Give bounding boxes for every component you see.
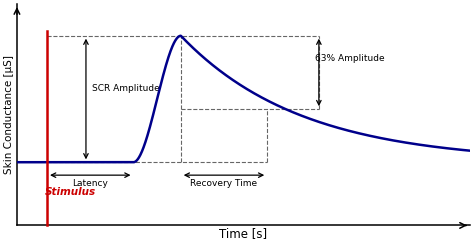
Text: 63% Amplitude: 63% Amplitude: [315, 53, 384, 62]
Text: Stimulus: Stimulus: [45, 187, 96, 197]
Text: Recovery Time: Recovery Time: [191, 180, 257, 188]
Y-axis label: Skin Conductance [µS]: Skin Conductance [µS]: [4, 55, 14, 174]
Text: SCR Amplitude: SCR Amplitude: [92, 84, 160, 93]
Text: Latency: Latency: [73, 180, 108, 188]
X-axis label: Time [s]: Time [s]: [219, 227, 267, 240]
